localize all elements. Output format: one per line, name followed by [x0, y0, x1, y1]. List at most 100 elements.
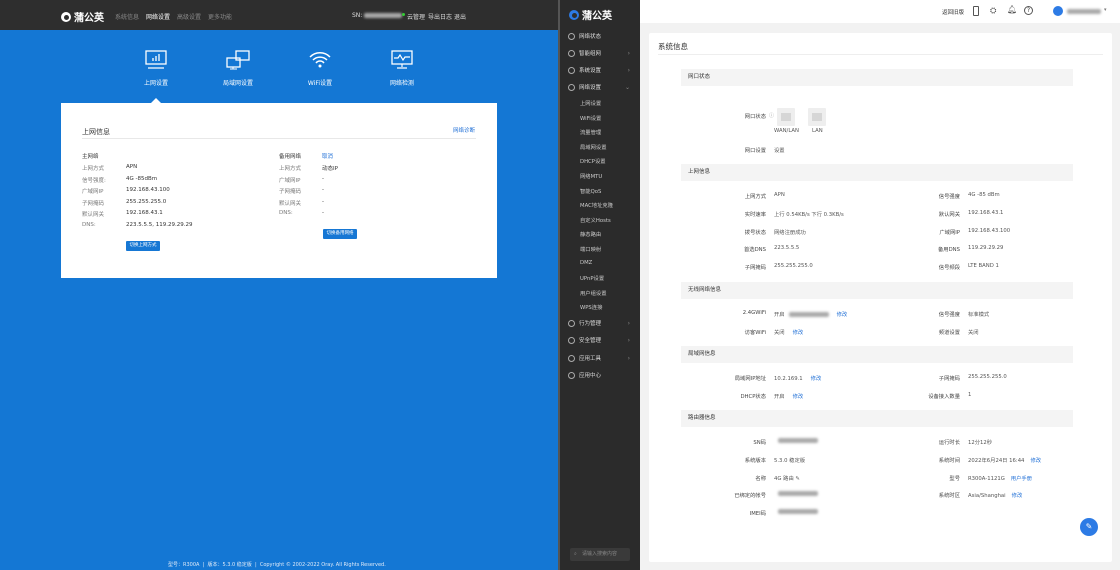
sidebar-item[interactable]: 安全管理 › [560, 336, 640, 344]
sidebar-subitem[interactable]: 网络MTU [580, 174, 603, 180]
sidebar-subitem[interactable]: DMZ [580, 259, 593, 266]
edit-link[interactable]: 修改 [792, 329, 804, 336]
sidebar-subitem[interactable]: 流量管理 [580, 130, 602, 137]
sidebar-subitem[interactable]: 智能QoS [580, 188, 602, 195]
row-label: 默认网关 [82, 212, 105, 219]
field-label: 信号频段 [938, 265, 960, 272]
blurred-value [788, 312, 829, 317]
edit-link[interactable]: 修改 [792, 393, 804, 400]
sidebar-item-label: 智能组网 [579, 51, 602, 57]
cloud-manage-link[interactable]: 云管理 [407, 14, 426, 21]
page-title: 系统信息 [658, 42, 688, 51]
field-label: 频道设置 [938, 329, 960, 336]
info-icon[interactable]: ⓘ [769, 113, 775, 119]
monitor-pulse-icon [391, 50, 413, 69]
nav-network-settings[interactable]: 网络设置 [146, 14, 171, 21]
sidebar-item-label: 安全管理 [579, 338, 602, 344]
export-log-link[interactable]: 导出日志 [428, 14, 453, 21]
sidebar-item[interactable]: 应用中心 [560, 371, 640, 379]
field-value: 192.168.43.100 [968, 228, 1010, 234]
sidebar-subitem[interactable]: UPnP设置 [580, 276, 605, 283]
brand-logo[interactable]: 蒲公英 [569, 7, 612, 22]
switch-internet-method-button[interactable]: 切换上网方式 [126, 241, 160, 251]
port-wan-lan-icon [777, 108, 795, 126]
tile-label: 网络检测 [389, 80, 414, 87]
sidebar-item[interactable]: 系统设置 › [560, 66, 640, 74]
menu-icon [568, 66, 575, 74]
value-text: APN [774, 192, 785, 198]
edit-link[interactable]: 用户手册 [1010, 475, 1032, 482]
sidebar-item[interactable]: 应用工具 › [560, 354, 640, 362]
nav-more-features[interactable]: 更多功能 [208, 14, 233, 21]
sidebar-item[interactable]: 智能组网 › [560, 49, 640, 57]
chevron-down-icon[interactable]: ▾ [1104, 7, 1107, 13]
value-text: 4G -85 dBm [968, 192, 1000, 198]
field-label: 信号强度 [938, 312, 960, 318]
chevron-icon: › [627, 354, 630, 362]
switch-backup-network-button[interactable]: 切换备用网络 [323, 229, 357, 239]
sidebar-subitem[interactable]: 局域网设置 [580, 144, 607, 151]
logout-link[interactable]: 退出 [454, 14, 467, 21]
field-value: 119.29.29.29 [968, 245, 1003, 251]
avatar[interactable] [1053, 6, 1063, 16]
value-text: 12分12秒 [968, 440, 993, 446]
sidebar-subitem[interactable]: WiFi设置 [580, 115, 602, 122]
robot-icon[interactable]: ⛭ [990, 6, 997, 15]
row-label: DNS: [82, 222, 96, 228]
value-text: 255.255.255.0 [774, 263, 813, 270]
menu-icon [568, 49, 575, 57]
bell-icon[interactable]: 🔔︎ [1007, 5, 1018, 14]
port-setting-link[interactable]: 设置 [774, 148, 785, 154]
tile-lan-settings[interactable]: 局域网设置 [208, 50, 268, 87]
feedback-button[interactable]: ✎ [1080, 518, 1098, 536]
help-icon[interactable]: ? [1024, 6, 1033, 15]
sidebar-subitem[interactable]: 自定义Hosts [580, 217, 611, 224]
internet-info-card: 上网信息 网络诊断 主网络 上网方式 APN 信号强度: 4G -85dBm 广域网IP… [61, 103, 497, 278]
value-text: 关闭 [968, 329, 979, 336]
sidebar-item[interactable]: 网络状态 [560, 32, 640, 40]
sidebar-subitem[interactable]: 端口映射 [580, 247, 602, 253]
sidebar-search-input[interactable]: ⌕ 请输入搜索内容 [570, 548, 630, 561]
network-diagnose-link[interactable]: 网络诊断 [453, 128, 476, 134]
sidebar-subitem[interactable]: 静态路由 [580, 232, 602, 239]
nav-advanced-settings[interactable]: 高级设置 [177, 14, 202, 21]
backup-cancel-link[interactable]: 取消 [322, 154, 334, 160]
field-label: 信号强度 [938, 194, 960, 200]
tile-network-check[interactable]: 网络检测 [372, 50, 432, 87]
field-value: 网络注册成功 [774, 228, 806, 236]
field-label: 设备接入数量 [928, 393, 960, 400]
sidebar-item[interactable]: 网络设置 ⌄ [560, 83, 640, 91]
edit-link[interactable]: 修改 [810, 376, 822, 382]
sidebar-item[interactable]: 行为管理 › [560, 319, 640, 327]
sidebar-subitem[interactable]: MAC地址克隆 [580, 203, 613, 210]
brand-logo[interactable]: 蒲公英 [61, 9, 104, 24]
tile-internet-settings[interactable]: 上网设置 [126, 50, 186, 87]
field-label: IMEI码 [749, 511, 766, 518]
edit-link[interactable]: 修改 [1030, 457, 1042, 464]
field-label: SN码 [753, 440, 766, 446]
field-value: 10.2.169.1 修改 [774, 374, 821, 382]
sidebar-subitem[interactable]: 上网设置 [580, 101, 602, 107]
nav-system-info[interactable]: 系统信息 [115, 14, 140, 21]
edit-link[interactable]: 修改 [836, 312, 848, 318]
edit-link[interactable]: 修改 [1011, 493, 1023, 500]
field-value: 255.255.255.0 [968, 374, 1007, 380]
menu-icon [568, 371, 575, 379]
edit-doc-icon: ✎ [1085, 522, 1093, 531]
field-value: 开启 修改 [774, 392, 803, 400]
value-text: Asia/Shanghai [968, 493, 1006, 500]
old-version-link[interactable]: 返回旧版 [942, 10, 965, 16]
value-text: LTE BAND 1 [968, 263, 999, 270]
field-label: 系统时区 [938, 493, 960, 500]
field-value: 12分12秒 [968, 438, 992, 446]
sidebar-subitem[interactable]: WPS连接 [580, 305, 603, 312]
menu-icon [568, 83, 575, 91]
mobile-icon[interactable] [973, 6, 979, 16]
sidebar-subitem[interactable]: 用户组设置 [580, 290, 607, 297]
value-text: 192.168.43.1 [968, 209, 1004, 216]
tile-wifi-settings[interactable]: WiFi设置 [290, 50, 350, 87]
username-blurred[interactable] [1067, 9, 1101, 14]
sidebar-subitem[interactable]: DHCP设置 [580, 159, 606, 166]
row-value: - [322, 210, 324, 217]
row-label: 子网掩码 [279, 189, 302, 196]
